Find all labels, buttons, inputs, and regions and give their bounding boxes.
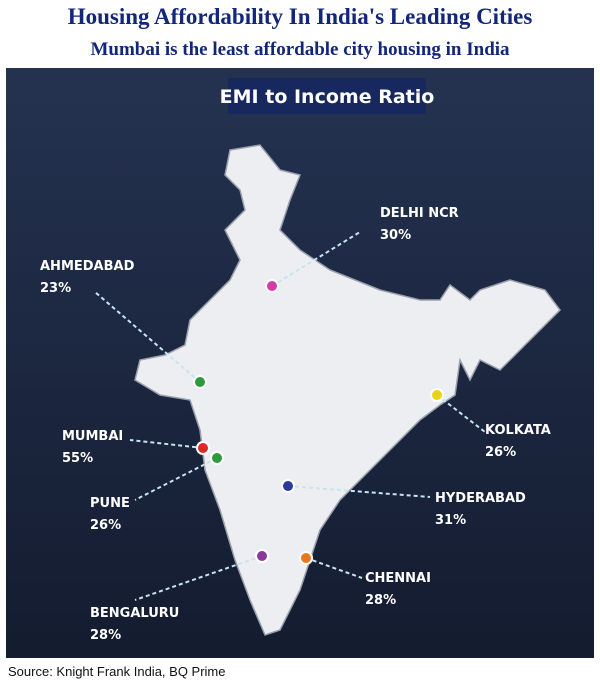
leader-line <box>134 457 218 501</box>
city-name: BENGALURU <box>90 606 179 621</box>
subtitle: Mumbai is the least affordable city hous… <box>90 39 510 60</box>
india-outline <box>134 144 561 636</box>
city-marker <box>267 281 277 291</box>
city-marker <box>198 443 208 453</box>
city-value: 28% <box>90 628 121 643</box>
panel-title: EMI to Income Ratio <box>220 86 435 108</box>
city-marker <box>432 390 442 400</box>
leader-line <box>94 291 201 383</box>
city-value: 23% <box>40 281 71 296</box>
city-value: 28% <box>365 593 396 608</box>
cities: DELHI NCR 30% AHMEDABAD 23% KOLKATA 26% MUMBAI… <box>40 206 551 643</box>
source: Source: Knight Frank India, BQ Prime <box>8 664 225 679</box>
footer <box>0 658 600 684</box>
city-name: KOLKATA <box>485 423 551 438</box>
city-value: 26% <box>90 518 121 533</box>
city-name: MUMBAI <box>62 429 123 444</box>
leader-line <box>287 485 431 498</box>
city-marker <box>301 553 311 563</box>
city-value: 30% <box>380 228 411 243</box>
city-marker <box>212 453 222 463</box>
city-marker <box>283 481 293 491</box>
city-value: 26% <box>485 445 516 460</box>
city-marker <box>257 551 267 561</box>
city-name: HYDERABAD <box>435 491 526 506</box>
city-name: DELHI NCR <box>380 206 459 221</box>
city-name: AHMEDABAD <box>40 259 135 274</box>
city-name: PUNE <box>90 496 130 511</box>
panel-title-box <box>228 78 426 114</box>
title: Housing Affordability In India's Leading… <box>68 4 533 29</box>
city-value: 55% <box>62 451 93 466</box>
leader-line <box>271 231 361 287</box>
leader-line <box>129 439 204 449</box>
city-marker <box>195 377 205 387</box>
leader-line <box>134 555 263 601</box>
leader-line <box>305 557 363 579</box>
leader-line <box>436 394 486 433</box>
city-name: CHENNAI <box>365 571 431 586</box>
city-value: 31% <box>435 513 466 528</box>
